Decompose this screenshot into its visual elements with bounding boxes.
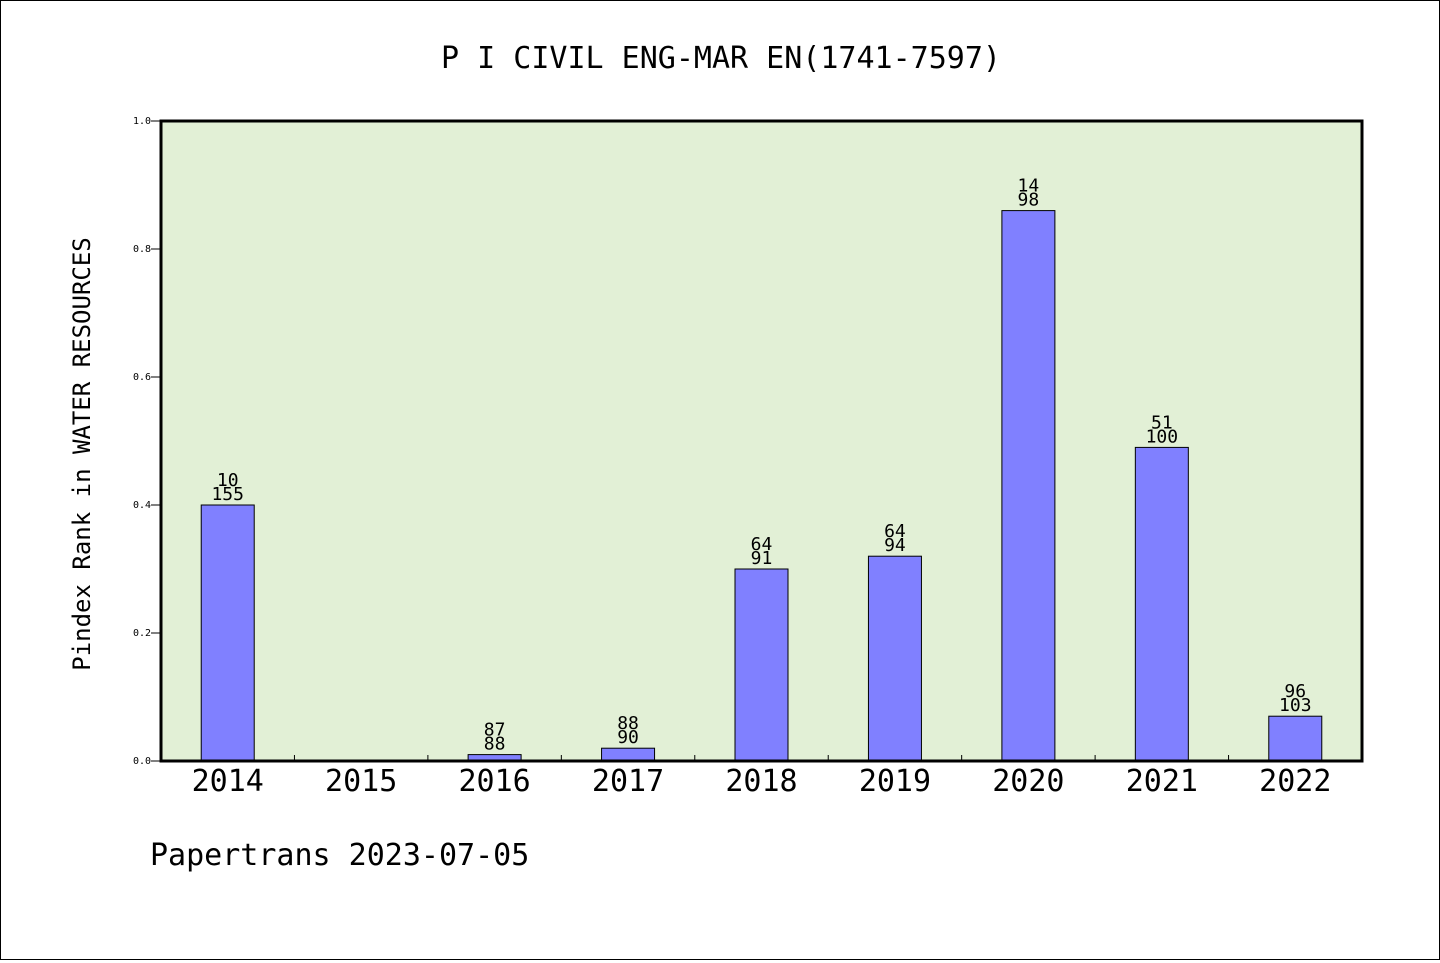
bar-label-top: 14	[1018, 176, 1040, 197]
bar-label-bottom: 91	[751, 548, 773, 569]
y-tick-label: 0.2	[133, 628, 151, 639]
bar-label-bottom: 88	[484, 734, 506, 755]
x-tick-label: 2019	[859, 764, 931, 799]
bar	[200, 504, 255, 762]
x-tick-label: 2016	[458, 764, 530, 799]
x-tick-label: 2020	[992, 764, 1064, 799]
y-axis: 0.0 0.2 0.4 0.6 0.8 1.0	[133, 116, 161, 767]
x-tick-label: 2015	[325, 764, 397, 799]
bar-label-bottom: 100	[1146, 426, 1179, 447]
bar-label-bottom: 98	[1018, 190, 1040, 211]
y-tick-label: 0.6	[133, 372, 151, 383]
bar	[601, 747, 656, 762]
bar-label-top: 96	[1284, 681, 1306, 702]
bar	[734, 568, 789, 762]
bar	[1134, 446, 1189, 762]
bar	[867, 555, 922, 762]
bar	[1268, 715, 1323, 762]
bar-label-top: 64	[884, 521, 906, 542]
y-tick-label: 0.0	[133, 756, 151, 767]
chart-title: P I CIVIL ENG-MAR EN(1741-7597)	[441, 41, 1001, 76]
bar-label-top: 87	[484, 720, 506, 741]
bar	[1001, 210, 1056, 762]
y-tick-label: 0.4	[133, 500, 151, 511]
x-tick-label: 2022	[1259, 764, 1331, 799]
bar-label-top: 64	[751, 534, 773, 555]
bar-label-top: 88	[617, 713, 639, 734]
bar-label-top: 51	[1151, 412, 1173, 433]
bar-label-bottom: 94	[884, 535, 906, 556]
x-tick-label: 2017	[592, 764, 664, 799]
bar-label-bottom: 90	[617, 727, 639, 748]
footer-credit: Papertrans 2023-07-05	[150, 838, 529, 873]
x-tick-label: 2014	[192, 764, 264, 799]
x-axis: 2014 2015 2016 2017 2018 2019 2020 2021 2022	[192, 755, 1331, 799]
y-tick-label: 1.0	[133, 116, 151, 127]
bar-label-top: 10	[217, 470, 239, 491]
bar-label-bottom: 155	[211, 484, 244, 505]
y-axis-label: Pindex Rank in WATER RESOURCES	[68, 237, 96, 670]
x-tick-label: 2021	[1126, 764, 1198, 799]
y-tick-label: 0.8	[133, 244, 151, 255]
plot-border	[159, 119, 1364, 763]
x-tick-label: 2018	[725, 764, 797, 799]
bar-label-bottom: 103	[1279, 695, 1312, 716]
